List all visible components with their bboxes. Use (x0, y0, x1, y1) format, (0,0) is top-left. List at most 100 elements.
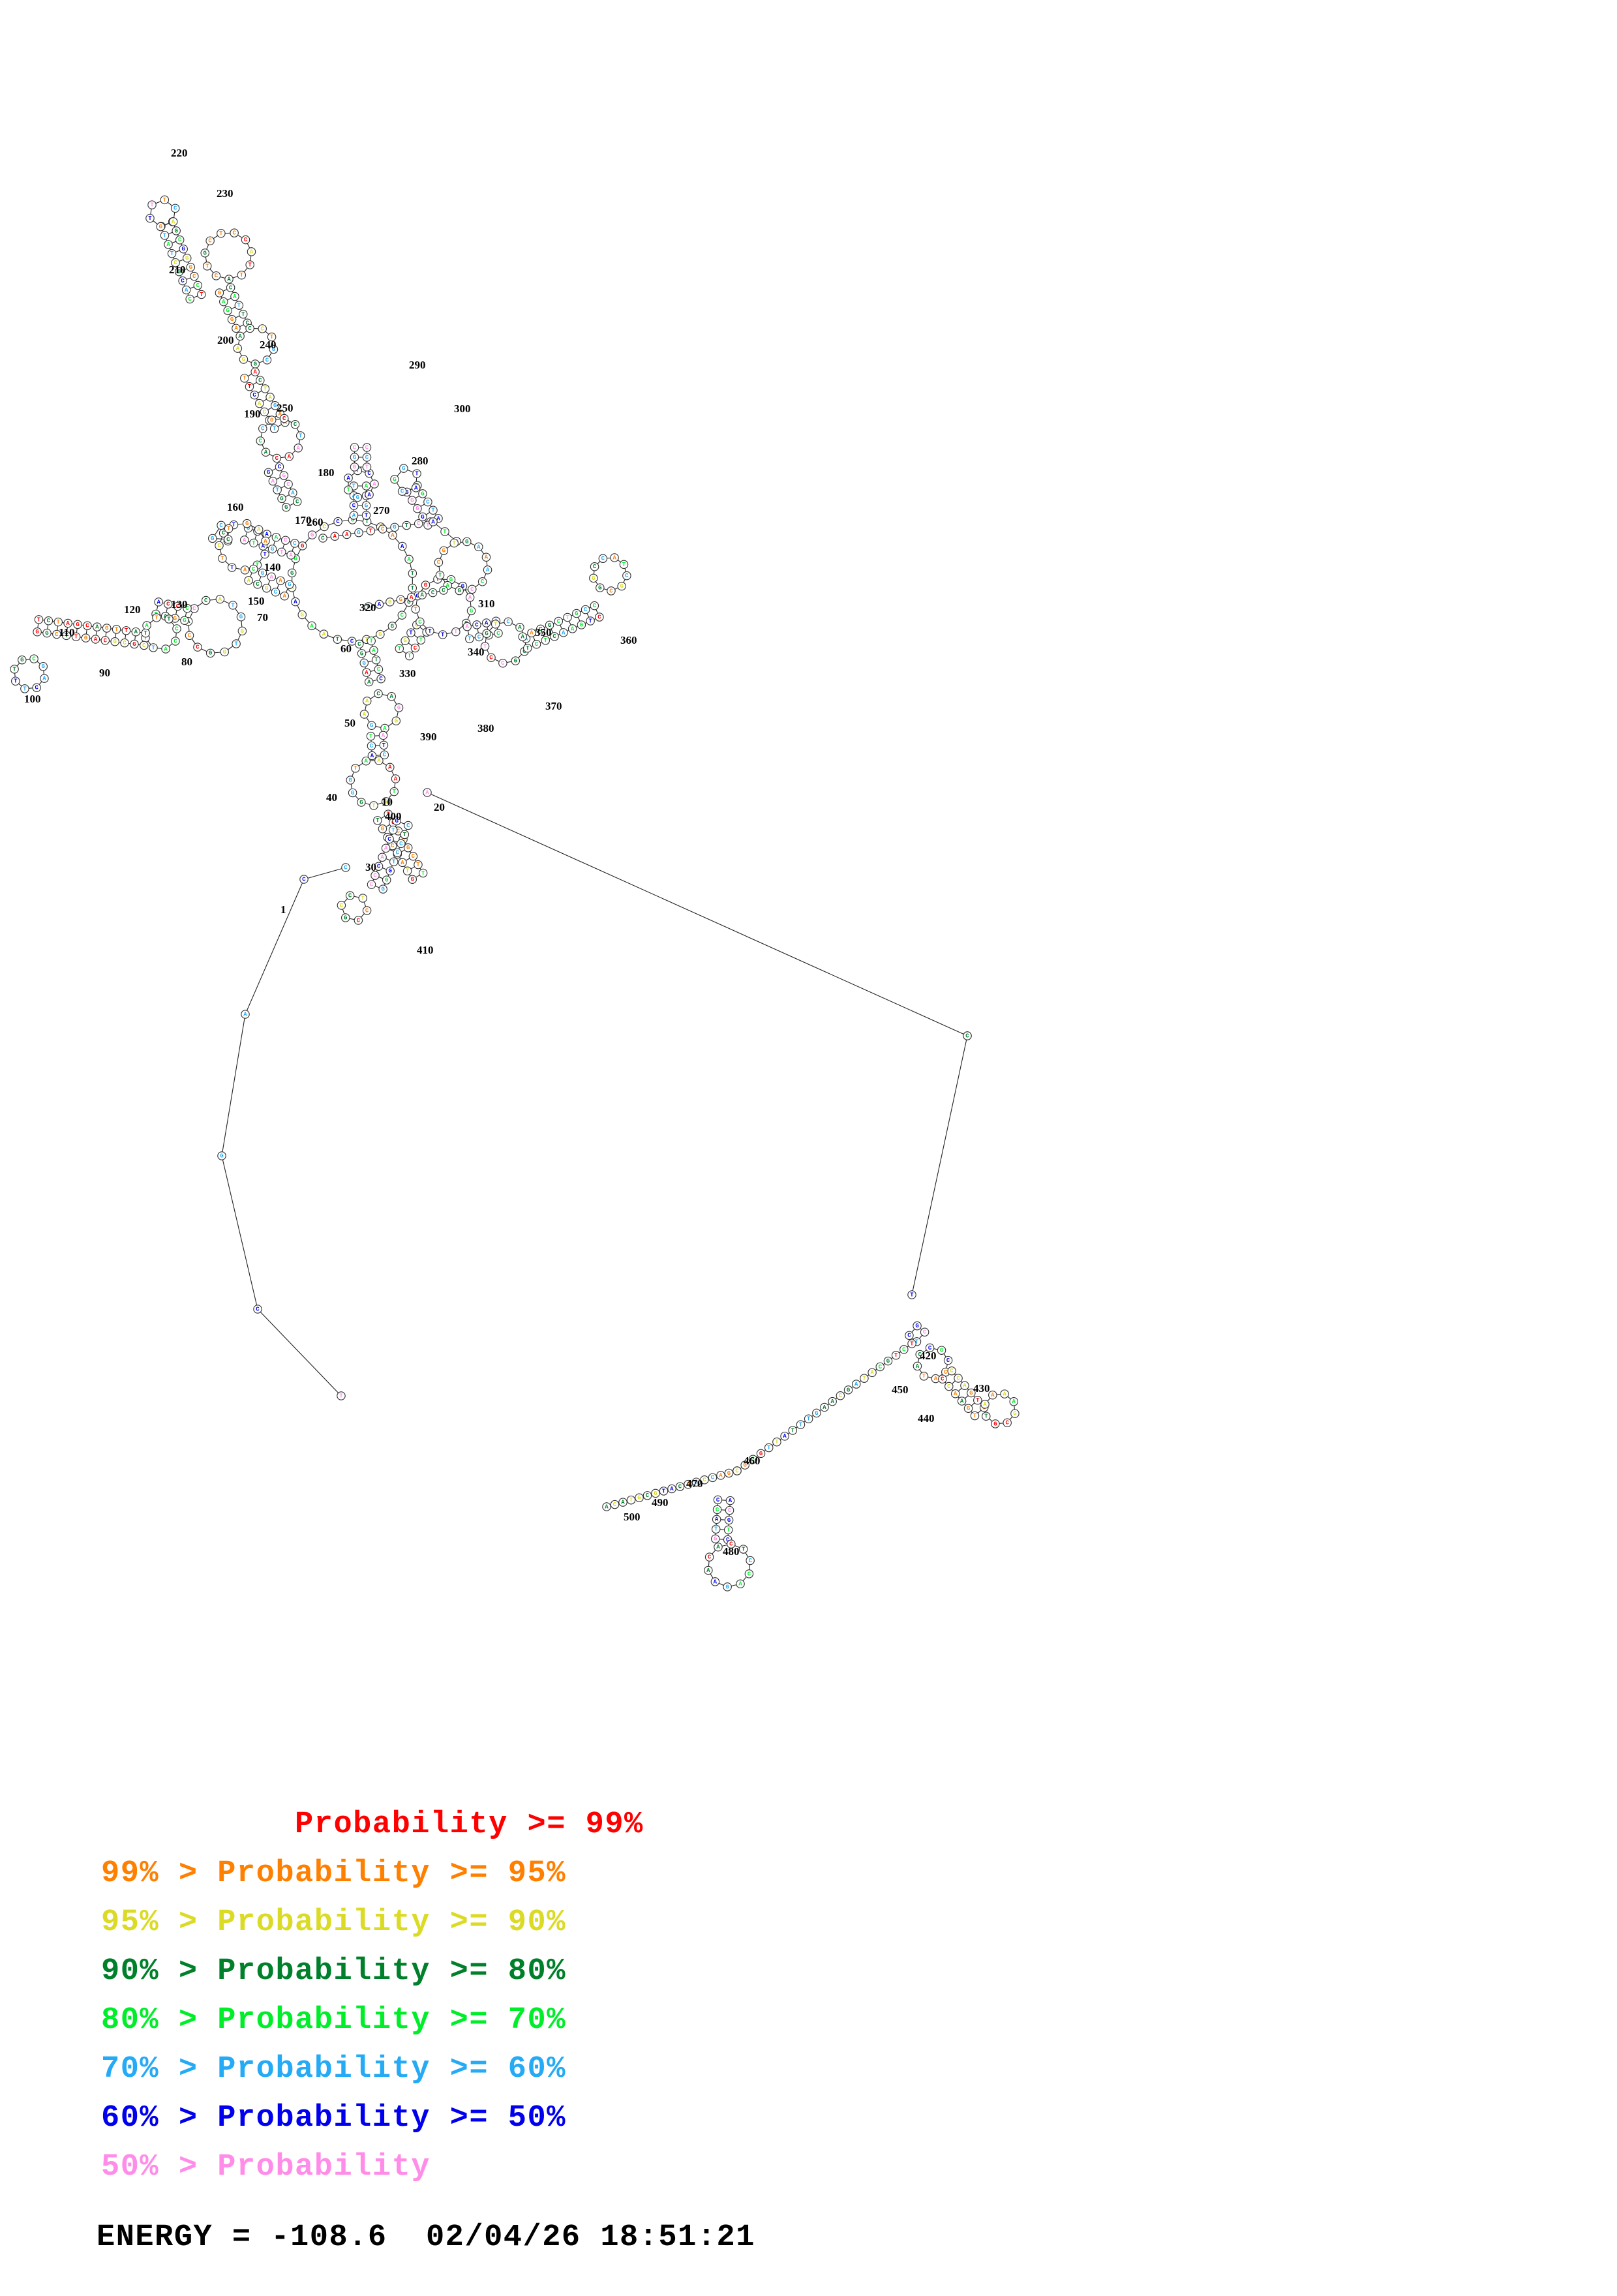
svg-text:A: A (164, 646, 168, 652)
index-label-490: 490 (652, 1496, 669, 1509)
svg-text:C: C (399, 841, 403, 847)
svg-text:A: A (243, 1011, 247, 1018)
nucleotide: C (746, 1556, 754, 1564)
svg-text:T: T (910, 1292, 914, 1298)
svg-text:C: C (907, 1333, 911, 1339)
svg-text:T: T (230, 564, 234, 571)
nucleotide: C (424, 498, 432, 506)
svg-text:G: G (290, 570, 294, 577)
svg-text:380: 380 (477, 722, 494, 734)
nucleotide: T (367, 637, 375, 644)
svg-text:C: C (902, 1346, 906, 1353)
svg-text:G: G (271, 546, 274, 552)
nucleotide: A (958, 1397, 965, 1405)
nucleotide: A (164, 241, 172, 249)
nucleotide: C (172, 637, 179, 645)
nucleotide: T (241, 374, 249, 382)
svg-text:G: G (458, 588, 461, 594)
svg-text:G: G (393, 524, 396, 531)
nucleotide: C (393, 849, 401, 856)
nucleotide: C (176, 236, 184, 244)
svg-text:T: T (403, 832, 407, 838)
svg-text:C: C (426, 499, 430, 506)
svg-text:G: G (465, 539, 468, 545)
nucleotide: A (726, 1496, 734, 1504)
index-label-460: 460 (744, 1455, 761, 1467)
svg-text:A: A (530, 630, 534, 637)
nucleotide: C (363, 907, 370, 914)
svg-text:A: A (715, 1517, 719, 1523)
svg-text:C: C (123, 640, 127, 646)
nucleotide: C (478, 578, 486, 586)
nucleotide: C (280, 414, 288, 422)
svg-text:C: C (748, 1558, 752, 1564)
svg-text:C: C (293, 540, 297, 547)
nucleotide: T (165, 615, 173, 623)
nucleotide: G (238, 627, 246, 635)
svg-text:G: G (403, 638, 406, 644)
svg-text:A: A (521, 634, 525, 641)
nucleotide: T (278, 548, 286, 556)
svg-text:A: A (363, 711, 367, 718)
nucleotide: A (418, 591, 426, 599)
svg-text:C: C (625, 573, 629, 579)
nucleotide: A (362, 482, 370, 490)
nucleotide: C (623, 571, 631, 579)
nucleotide: T (419, 869, 427, 877)
svg-text:T: T (494, 621, 498, 627)
svg-text:C: C (274, 589, 278, 596)
svg-text:T: T (354, 765, 357, 772)
svg-text:T: T (23, 686, 27, 692)
svg-text:C: C (229, 284, 233, 291)
nucleotide: G (467, 607, 475, 614)
nucleotide: C (532, 641, 540, 648)
svg-text:C: C (552, 633, 556, 640)
nucleotide: A (245, 577, 252, 584)
nucleotide: G (251, 360, 259, 368)
svg-text:T: T (922, 1373, 926, 1380)
index-label-260: 260 (307, 516, 324, 528)
svg-text:T: T (231, 602, 235, 609)
svg-text:G: G (637, 1495, 641, 1502)
svg-text:C: C (286, 481, 290, 488)
svg-text:C: C (226, 536, 230, 543)
svg-text:G: G (393, 476, 396, 483)
svg-text:G: G (815, 1410, 818, 1417)
svg-text:C: C (188, 633, 192, 639)
svg-text:160: 160 (227, 501, 244, 513)
nucleotide: A (234, 344, 241, 352)
nucleotide: A (868, 1368, 876, 1376)
nucleotide: T (142, 629, 149, 637)
svg-text:G: G (598, 585, 601, 592)
svg-text:T: T (566, 614, 569, 621)
svg-text:320: 320 (359, 601, 376, 614)
nucleotide: C (241, 235, 249, 243)
index-label-130: 130 (171, 598, 188, 611)
svg-text:130: 130 (171, 598, 188, 611)
svg-text:C: C (597, 614, 601, 620)
nucleotide: C (398, 487, 406, 495)
nucleotide: C (378, 525, 386, 533)
nucleotide: G (712, 1535, 719, 1543)
nucleotide: T (146, 214, 154, 222)
nucleotide: C (434, 558, 442, 566)
svg-text:A: A (364, 758, 368, 764)
nucleotide: T (796, 1421, 804, 1428)
svg-text:C: C (584, 607, 588, 613)
nucleotide: C (468, 585, 476, 593)
nucleotide: C (224, 536, 232, 543)
nucleotide: C (416, 618, 424, 626)
svg-text:C: C (716, 1507, 719, 1513)
svg-text:C: C (400, 489, 404, 495)
nucleotide: C (948, 1367, 956, 1375)
svg-text:T: T (431, 507, 435, 514)
svg-text:T: T (264, 385, 267, 392)
nucleotide: G (813, 1409, 821, 1417)
nucleotide: C (179, 277, 187, 284)
svg-text:C: C (377, 864, 381, 870)
legend-row-90: 95% > Probability >= 90% (0, 1898, 1617, 1947)
index-label-350: 350 (535, 626, 552, 639)
nucleotide: C (599, 554, 607, 562)
nucleotide: T (235, 301, 243, 309)
nucleotide: C (714, 1496, 721, 1503)
